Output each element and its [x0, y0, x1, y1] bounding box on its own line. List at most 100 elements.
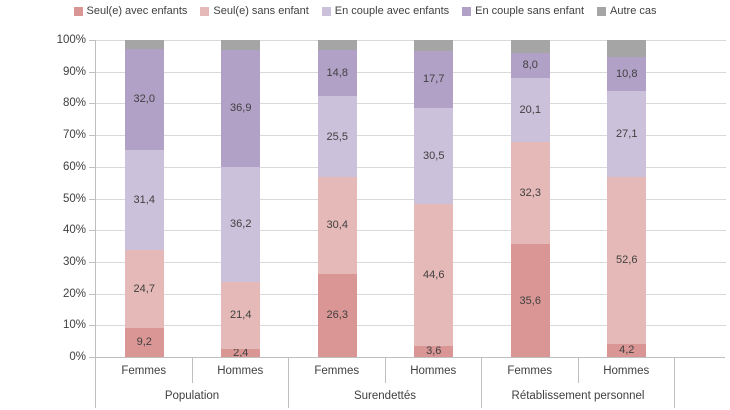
gridline [96, 261, 726, 263]
y-tick-label: 50% [62, 192, 86, 205]
y-tick-mark [89, 230, 95, 232]
legend-label: En couple avec enfants [334, 5, 450, 17]
group-label-row: Population Surendettés Rétablissement pers… [96, 383, 675, 408]
legend-swatch-icon [597, 6, 607, 16]
y-tick-mark [89, 135, 95, 137]
category-label: Hommes [579, 358, 675, 383]
bar-segment: 10,8 [607, 56, 647, 92]
data-label: 32,3 [519, 186, 541, 199]
data-label: 20,1 [519, 103, 541, 116]
bar-segment [221, 40, 261, 50]
y-tick-label: 40% [62, 224, 86, 237]
bar-segment: 3,6 [414, 345, 454, 358]
y-tick-mark [89, 166, 95, 168]
bar-segment [414, 40, 454, 52]
data-label: 32,0 [133, 93, 155, 106]
y-tick-mark [89, 261, 95, 263]
legend-item: En couple avec enfants [321, 5, 450, 17]
bar-segment: 30,4 [317, 177, 357, 274]
legend-swatch-icon [462, 6, 472, 16]
data-label: 8,0 [522, 59, 538, 72]
x-axis: Femmes Hommes Femmes Hommes Femmes Hommes Pop… [95, 358, 675, 408]
legend-item: Autre cas [597, 5, 656, 17]
bar: 35,6 32,3 20,1 8,0 [510, 40, 550, 357]
bar: 9,2 24,7 31,4 32,0 [124, 40, 164, 357]
legend-item: Seul(e) avec enfants [73, 5, 188, 17]
data-label: 21,4 [230, 309, 252, 322]
bar-segment: 24,7 [124, 249, 164, 328]
data-label: 31,4 [133, 193, 155, 206]
gridline [96, 230, 726, 232]
legend-item: En couple sans enfant [462, 5, 584, 17]
category-label: Femmes [96, 358, 193, 383]
y-tick-mark [89, 293, 95, 295]
gridline [96, 293, 726, 295]
y-tick-label: 100% [56, 34, 86, 46]
data-label: 35,6 [519, 294, 541, 307]
group-label: Population [96, 383, 289, 408]
bar-segment: 4,2 [607, 343, 647, 357]
y-tick-label: 80% [62, 97, 86, 110]
y-tick-mark [89, 325, 95, 327]
data-label: 25,5 [326, 130, 348, 143]
y-tick-label: 60% [62, 160, 86, 173]
category-label-row: Femmes Hommes Femmes Hommes Femmes Hommes [96, 358, 675, 383]
data-label: 24,7 [133, 282, 155, 295]
legend-label: Seul(e) avec enfants [86, 5, 188, 17]
category-label: Hommes [386, 358, 482, 383]
y-tick-label: 90% [62, 65, 86, 78]
bar-segment: 30,5 [414, 107, 454, 205]
plot-area: 9,2 24,7 31,4 32,0 2,4 21,4 36,2 36,9 26,3 30,4 25… [95, 40, 726, 359]
bar-segment: 31,4 [124, 150, 164, 250]
y-tick-mark [89, 71, 95, 73]
gridline [96, 40, 726, 41]
bar-segment: 36,2 [221, 166, 261, 282]
group-label: Surendettés [289, 383, 482, 408]
bar-segment: 9,2 [124, 327, 164, 357]
data-label: 36,9 [230, 102, 252, 115]
gridline [96, 71, 726, 73]
legend-label: Seul(e) sans enfant [213, 5, 309, 17]
bar-segment: 35,6 [510, 244, 550, 357]
bar-segment: 26,3 [317, 273, 357, 357]
data-label: 36,2 [230, 218, 252, 231]
bar: 3,6 44,6 30,5 17,7 [414, 40, 454, 358]
y-tick-mark [89, 103, 95, 105]
legend-swatch-icon [200, 6, 210, 16]
bar: 4,2 52,6 27,1 10,8 [607, 40, 647, 357]
bar-segment [607, 40, 647, 57]
data-label: 27,1 [616, 128, 638, 140]
x-axis-line [95, 357, 725, 358]
data-label: 3,6 [426, 345, 442, 358]
data-label: 52,6 [616, 254, 638, 267]
y-tick-label: 20% [62, 287, 86, 300]
category-label: Femmes [289, 358, 386, 383]
gridline [96, 325, 726, 327]
data-label: 30,4 [326, 219, 348, 232]
data-label: 17,7 [423, 73, 445, 86]
gridline [96, 198, 726, 200]
y-tick-mark [89, 40, 95, 41]
legend-item: Seul(e) sans enfant [200, 5, 309, 17]
bar-segment: 2,4 [221, 347, 261, 359]
bar-segment: 25,5 [317, 96, 357, 178]
bar-segment: 32,0 [124, 48, 164, 150]
chart-legend: Seul(e) avec enfants Seul(e) sans enfant E… [0, 5, 730, 17]
gridline [96, 103, 726, 105]
bar-segment: 44,6 [414, 204, 454, 346]
bar-segment: 52,6 [607, 176, 647, 344]
data-label: 14,8 [326, 66, 348, 79]
bar-segment: 14,8 [317, 49, 357, 97]
y-tick-label: 70% [62, 129, 86, 142]
legend-swatch-icon [73, 6, 83, 16]
data-label: 4,2 [619, 344, 635, 357]
bar-segment [317, 40, 357, 50]
bar-segment: 36,9 [221, 49, 261, 167]
data-label: 30,5 [423, 149, 445, 162]
y-tick-mark [89, 198, 95, 200]
bar-segment [124, 40, 164, 49]
bar-segment: 20,1 [510, 78, 550, 142]
data-label: 44,6 [423, 268, 445, 281]
legend-label: Autre cas [610, 5, 657, 17]
